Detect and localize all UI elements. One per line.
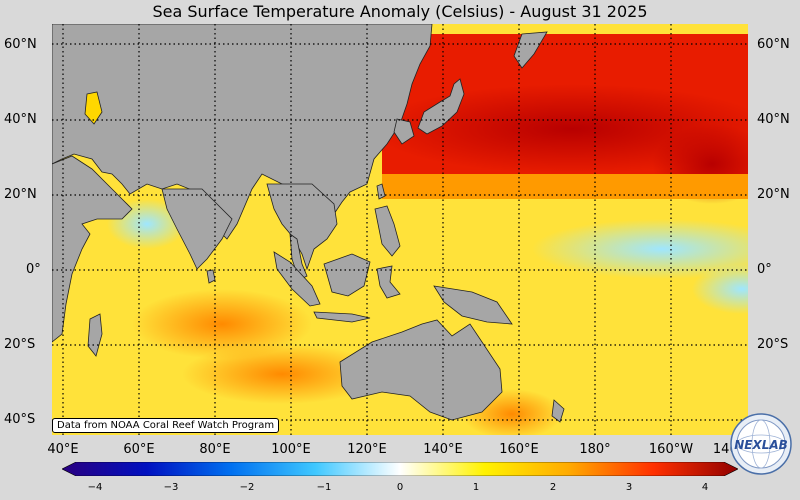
- indochina-landmass: [266, 183, 338, 271]
- lat-label-left-40s: 40°S: [4, 412, 36, 427]
- philippines-islands: [374, 205, 401, 257]
- lat-label-left-40n: 40°N: [4, 112, 37, 127]
- warm-anomaly-core: [372, 84, 748, 174]
- borneo: [323, 253, 371, 297]
- lat-label-right-20s: 20°S: [757, 337, 789, 352]
- lat-label-right-60n: 60°N: [757, 37, 790, 52]
- new-guinea: [433, 285, 513, 325]
- lon-label-100e: 100°E: [271, 442, 311, 457]
- lon-label-140e: 140°E: [423, 442, 463, 457]
- korea-peninsula: [393, 118, 415, 145]
- eurasia-landmass: [52, 24, 433, 240]
- lat-label-right-20n: 20°N: [757, 187, 790, 202]
- cool-anomaly-band: [532, 219, 748, 279]
- arabia-africa-landmass: [52, 155, 133, 343]
- colorbar-tick-0: 0: [396, 482, 404, 493]
- new-zealand: [551, 399, 565, 423]
- lat-label-left-60n: 60°N: [4, 37, 37, 52]
- lon-label-160e: 160°E: [499, 442, 539, 457]
- nexlab-logo: NEXLAB: [730, 413, 792, 475]
- colorbar-tick-neg1: −1: [316, 482, 332, 493]
- lat-label-left-equator: 0°: [26, 262, 41, 277]
- sumatra: [273, 251, 321, 307]
- colorbar-tick-1: 1: [472, 482, 480, 493]
- lon-label-160w: 160°W: [648, 442, 694, 457]
- taiwan: [376, 183, 386, 200]
- lon-label-40e: 40°E: [47, 442, 79, 457]
- colorbar-tick-3: 3: [625, 482, 633, 493]
- colorbar: [62, 462, 738, 476]
- colorbar-tick-neg2: −2: [239, 482, 255, 493]
- lon-label-180: 180°: [579, 442, 611, 457]
- java: [313, 311, 371, 323]
- lon-label-80e: 80°E: [199, 442, 231, 457]
- warm-anomaly-indian-ocean: [132, 289, 312, 359]
- kamchatka-peninsula: [513, 31, 548, 69]
- sulawesi: [376, 265, 401, 299]
- lon-label-60e: 60°E: [123, 442, 155, 457]
- malay-peninsula: [289, 233, 308, 281]
- lon-label-120e: 120°E: [347, 442, 387, 457]
- data-credit-label: Data from NOAA Coral Reef Watch Program: [52, 418, 280, 433]
- colorbar-tick-neg3: −3: [163, 482, 179, 493]
- logo-text: NEXLAB: [734, 438, 788, 452]
- colorbar-tick-neg4: −4: [87, 482, 103, 493]
- lat-label-right-40n: 40°N: [757, 112, 790, 127]
- colorbar-tick-4: 4: [701, 482, 709, 493]
- colorbar-tick-2: 2: [549, 482, 557, 493]
- map-title: Sea Surface Temperature Anomaly (Celsius…: [152, 2, 648, 21]
- caspian-sea: [84, 91, 103, 125]
- sst-anomaly-map: [52, 24, 748, 435]
- lat-label-right-equator: 0°: [757, 262, 772, 277]
- japan-islands: [417, 78, 465, 135]
- lat-label-left-20s: 20°S: [4, 337, 36, 352]
- warm-anomaly-indian-ocean: [182, 344, 382, 404]
- colorbar-gradient: [62, 462, 738, 476]
- lat-label-left-20n: 20°N: [4, 187, 37, 202]
- cool-anomaly-band: [692, 264, 748, 314]
- graticule: [52, 24, 748, 435]
